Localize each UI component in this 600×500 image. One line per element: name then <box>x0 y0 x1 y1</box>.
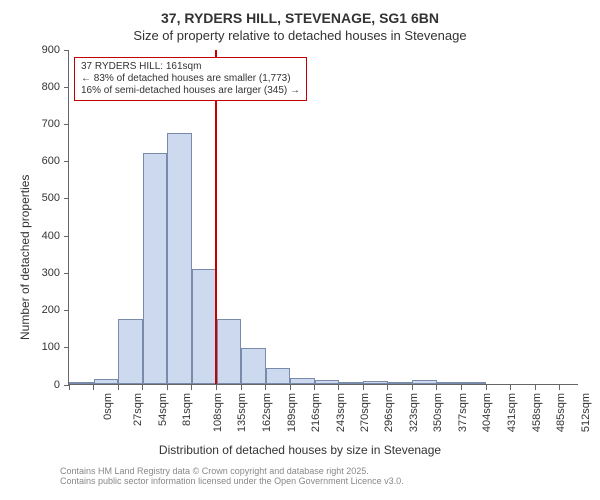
chart-subtitle: Size of property relative to detached ho… <box>0 28 600 43</box>
x-tick-label: 81sqm <box>181 393 193 426</box>
x-tick <box>387 385 388 390</box>
x-tick <box>265 385 266 390</box>
histogram-bar <box>118 319 143 384</box>
histogram-bar <box>462 382 487 384</box>
x-tick-label: 108sqm <box>212 393 224 432</box>
annotation-box: 37 RYDERS HILL: 161sqm← 83% of detached … <box>74 57 307 101</box>
x-tick-label: 54sqm <box>157 393 169 426</box>
x-tick-label: 485sqm <box>555 393 567 432</box>
y-tick-label: 100 <box>42 341 60 353</box>
y-tick <box>64 273 69 274</box>
x-tick-label: 323sqm <box>408 393 420 432</box>
histogram-bar <box>143 153 168 384</box>
histogram-bar <box>69 382 94 384</box>
x-tick-label: 350sqm <box>432 393 444 432</box>
footer-attribution: Contains HM Land Registry data © Crown c… <box>60 466 404 486</box>
x-tick <box>118 385 119 390</box>
x-axis-label: Distribution of detached houses by size … <box>0 443 600 457</box>
x-tick <box>142 385 143 390</box>
y-axis-label: Number of detached properties <box>18 175 32 340</box>
x-tick <box>167 385 168 390</box>
y-tick-label: 800 <box>42 81 60 93</box>
histogram-bar <box>241 348 266 384</box>
y-tick-label: 400 <box>42 230 60 242</box>
x-tick-label: 404sqm <box>482 393 494 432</box>
x-tick-label: 512sqm <box>580 393 592 432</box>
chart-container: 37, RYDERS HILL, STEVENAGE, SG1 6BN Size… <box>0 0 600 500</box>
y-tick-label: 700 <box>42 118 60 130</box>
annotation-line-3: 16% of semi-detached houses are larger (… <box>81 85 300 97</box>
x-tick <box>314 385 315 390</box>
x-tick <box>412 385 413 390</box>
plot-area: 01002003004005006007008009000sqm27sqm54s… <box>68 50 578 385</box>
histogram-bar <box>388 382 413 384</box>
annotation-line-1: 37 RYDERS HILL: 161sqm <box>81 61 300 73</box>
x-tick <box>241 385 242 390</box>
histogram-bar <box>363 381 388 384</box>
x-tick <box>535 385 536 390</box>
x-tick <box>486 385 487 390</box>
x-tick-label: 270sqm <box>360 393 372 432</box>
y-tick <box>64 310 69 311</box>
chart-title: 37, RYDERS HILL, STEVENAGE, SG1 6BN <box>0 10 600 26</box>
y-tick-label: 300 <box>42 267 60 279</box>
footer-line-2: Contains public sector information licen… <box>60 476 404 486</box>
x-tick-label: 27sqm <box>132 393 144 426</box>
x-tick <box>461 385 462 390</box>
x-tick-label: 296sqm <box>383 393 395 432</box>
y-tick <box>64 236 69 237</box>
histogram-bar <box>192 269 217 384</box>
x-tick <box>191 385 192 390</box>
x-tick <box>559 385 560 390</box>
y-tick-label: 900 <box>42 44 60 56</box>
histogram-bar <box>167 133 192 384</box>
x-tick <box>436 385 437 390</box>
y-tick-label: 500 <box>42 192 60 204</box>
y-tick <box>64 50 69 51</box>
x-tick-label: 162sqm <box>261 393 273 432</box>
y-tick-label: 600 <box>42 155 60 167</box>
x-tick-label: 458sqm <box>531 393 543 432</box>
y-tick <box>64 347 69 348</box>
x-tick <box>363 385 364 390</box>
x-tick-label: 377sqm <box>457 393 469 432</box>
histogram-bar <box>290 378 315 384</box>
x-tick-label: 189sqm <box>286 393 298 432</box>
x-tick-label: 135sqm <box>237 393 249 432</box>
y-tick <box>64 161 69 162</box>
y-tick <box>64 198 69 199</box>
x-tick <box>216 385 217 390</box>
y-tick-label: 200 <box>42 304 60 316</box>
x-tick-label: 216sqm <box>310 393 322 432</box>
x-tick <box>69 385 70 390</box>
x-tick-label: 431sqm <box>506 393 518 432</box>
y-tick <box>64 87 69 88</box>
histogram-bar <box>217 319 242 384</box>
x-tick <box>510 385 511 390</box>
footer-line-1: Contains HM Land Registry data © Crown c… <box>60 466 404 476</box>
histogram-bar <box>315 380 340 384</box>
x-tick <box>93 385 94 390</box>
histogram-bar <box>437 382 462 384</box>
x-tick-label: 0sqm <box>101 393 113 420</box>
y-tick <box>64 124 69 125</box>
histogram-bar <box>339 382 364 384</box>
x-tick <box>338 385 339 390</box>
histogram-bar <box>412 380 437 384</box>
y-tick-label: 0 <box>54 379 60 391</box>
histogram-bar <box>266 368 291 384</box>
x-tick <box>290 385 291 390</box>
histogram-bar <box>94 379 119 384</box>
annotation-line-2: ← 83% of detached houses are smaller (1,… <box>81 73 300 85</box>
x-tick-label: 243sqm <box>335 393 347 432</box>
